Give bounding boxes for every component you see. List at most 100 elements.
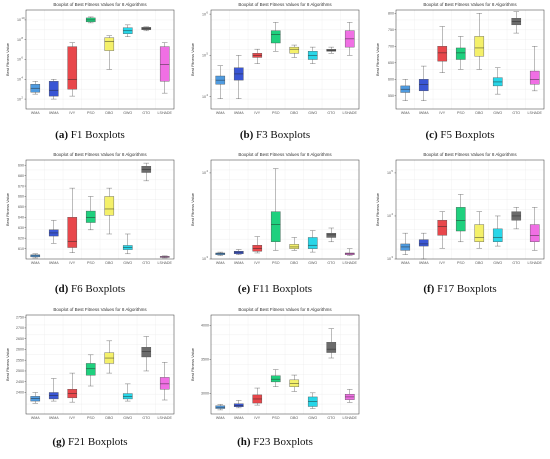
- x-tick-label: GTO: [327, 416, 335, 420]
- grid: [26, 160, 174, 259]
- y-tick-label: 10: [17, 78, 21, 82]
- x-tick-label: DBO: [475, 261, 483, 265]
- x-tick-label: IVY: [439, 261, 445, 265]
- caption-text: F23 Boxplots: [251, 436, 313, 448]
- y-tick-label: 2400: [16, 391, 24, 395]
- y-tick-label: 650: [18, 205, 24, 209]
- x-tick-label: PSO: [87, 416, 95, 420]
- caption-text: F1 Boxplots: [68, 129, 125, 141]
- caption-letter: (e): [238, 283, 251, 295]
- box-ivy: [67, 372, 78, 403]
- x-tick-label: WMA: [216, 111, 225, 115]
- x-tick-label: LSHADE: [343, 111, 358, 115]
- box-body: [529, 70, 540, 85]
- y-axis-label: Best Fitness Value: [5, 347, 10, 381]
- y-tick-label: 10: [202, 12, 206, 16]
- y-tick-label: 10: [17, 97, 21, 101]
- box-wma: [215, 404, 226, 411]
- box-gwo: [307, 46, 318, 64]
- box-dbo: [474, 211, 485, 249]
- y-tick-label: 10: [202, 171, 206, 175]
- x-tick-label: IWMA: [419, 261, 429, 265]
- box-body: [85, 210, 96, 223]
- box-lshade: [529, 207, 540, 251]
- box-lshade: [159, 255, 170, 259]
- box-gwo: [122, 233, 133, 254]
- box-body: [270, 375, 281, 383]
- box-wma: [400, 232, 411, 255]
- box-body: [48, 81, 59, 97]
- y-tick-label: 600: [388, 78, 394, 82]
- panel-title: Boxplot of Best Fitness Values for 8 Alg…: [423, 152, 517, 157]
- x-tick-label: GTO: [142, 416, 150, 420]
- box-pso: [85, 196, 96, 231]
- panel-title: Boxplot of Best Fitness Values for 8 Alg…: [238, 152, 332, 157]
- box-dbo: [104, 340, 115, 374]
- y-tick-exponent: 3: [391, 255, 393, 259]
- y-axis-label: Best Fitness Value: [375, 42, 380, 76]
- box-lshade: [344, 248, 355, 256]
- box-iwma: [48, 378, 59, 402]
- box-body: [307, 237, 318, 249]
- plot-frame: [395, 159, 545, 260]
- box-lshade: [344, 389, 355, 403]
- panel-title: Boxplot of Best Fitness Values for 8 Alg…: [53, 2, 147, 7]
- x-tick-label: GTO: [512, 261, 520, 265]
- y-tick-label: 10: [17, 38, 21, 42]
- box-body: [474, 36, 485, 57]
- box-iwma: [418, 232, 429, 260]
- x-tick-label: DBO: [290, 111, 298, 115]
- x-tick-label: IVY: [439, 111, 445, 115]
- plot-frame: [25, 159, 175, 260]
- caption-letter: (h): [237, 436, 251, 448]
- x-tick-label: DBO: [290, 416, 298, 420]
- y-tick-label: 2700: [16, 326, 24, 330]
- box-iwma: [48, 79, 59, 100]
- box-ivy: [437, 26, 448, 73]
- y-tick-label: 750: [388, 28, 394, 32]
- box-gto: [141, 26, 152, 31]
- x-tick-label: LSHADE: [528, 261, 543, 265]
- caption-text: F17 Boxplots: [434, 283, 496, 295]
- y-tick-label: 670: [18, 184, 24, 188]
- box-iwma: [48, 220, 59, 244]
- y-tick-label: 700: [388, 45, 394, 49]
- box-gto: [326, 46, 337, 54]
- y-tick-label: 10: [202, 95, 206, 99]
- panel-f23: Boxplot of Best Fitness Values for 8 Alg…: [190, 307, 360, 420]
- panel-caption: (d) F6 Boxplots: [55, 283, 125, 295]
- box-body: [492, 228, 503, 242]
- y-tick-label: 2750: [16, 315, 24, 319]
- x-tick-label: IWMA: [49, 416, 59, 420]
- caption-letter: (a): [55, 129, 68, 141]
- y-tick-exponent: 5: [391, 169, 393, 173]
- box-ivy: [252, 48, 263, 64]
- y-tick-label: 680: [18, 174, 24, 178]
- y-tick-label: 630: [18, 226, 24, 230]
- box-gwo: [492, 215, 503, 247]
- grid: [396, 10, 544, 109]
- box-gto: [511, 207, 522, 230]
- y-tick-label: 2600: [16, 348, 24, 352]
- caption-text: F21 Boxplots: [65, 436, 127, 448]
- x-tick-label: GTO: [327, 261, 335, 265]
- panel-f21: Boxplot of Best Fitness Values for 8 Alg…: [5, 307, 175, 420]
- caption-text: F11 Boxplots: [250, 283, 312, 295]
- box-ivy: [252, 387, 263, 406]
- panel-f6: Boxplot of Best Fitness Values for 8 Alg…: [5, 152, 175, 265]
- box-iwma: [233, 249, 244, 255]
- y-tick-label: 10: [17, 18, 21, 22]
- x-tick-label: PSO: [457, 261, 465, 265]
- box-body: [289, 244, 300, 249]
- y-tick-label: 4000: [201, 323, 209, 327]
- panel-f1: Boxplot of Best Fitness Values for 8 Alg…: [5, 2, 175, 115]
- box-wma: [30, 253, 41, 259]
- box-pso: [270, 22, 281, 52]
- x-tick-label: GTO: [142, 261, 150, 265]
- grid: [26, 315, 174, 414]
- panel-title: Boxplot of Best Fitness Values for 8 Alg…: [238, 307, 332, 312]
- y-tick-label: 640: [18, 216, 24, 220]
- box-dbo: [104, 187, 115, 235]
- y-tick-label: 10: [387, 214, 391, 218]
- box-body: [104, 37, 115, 51]
